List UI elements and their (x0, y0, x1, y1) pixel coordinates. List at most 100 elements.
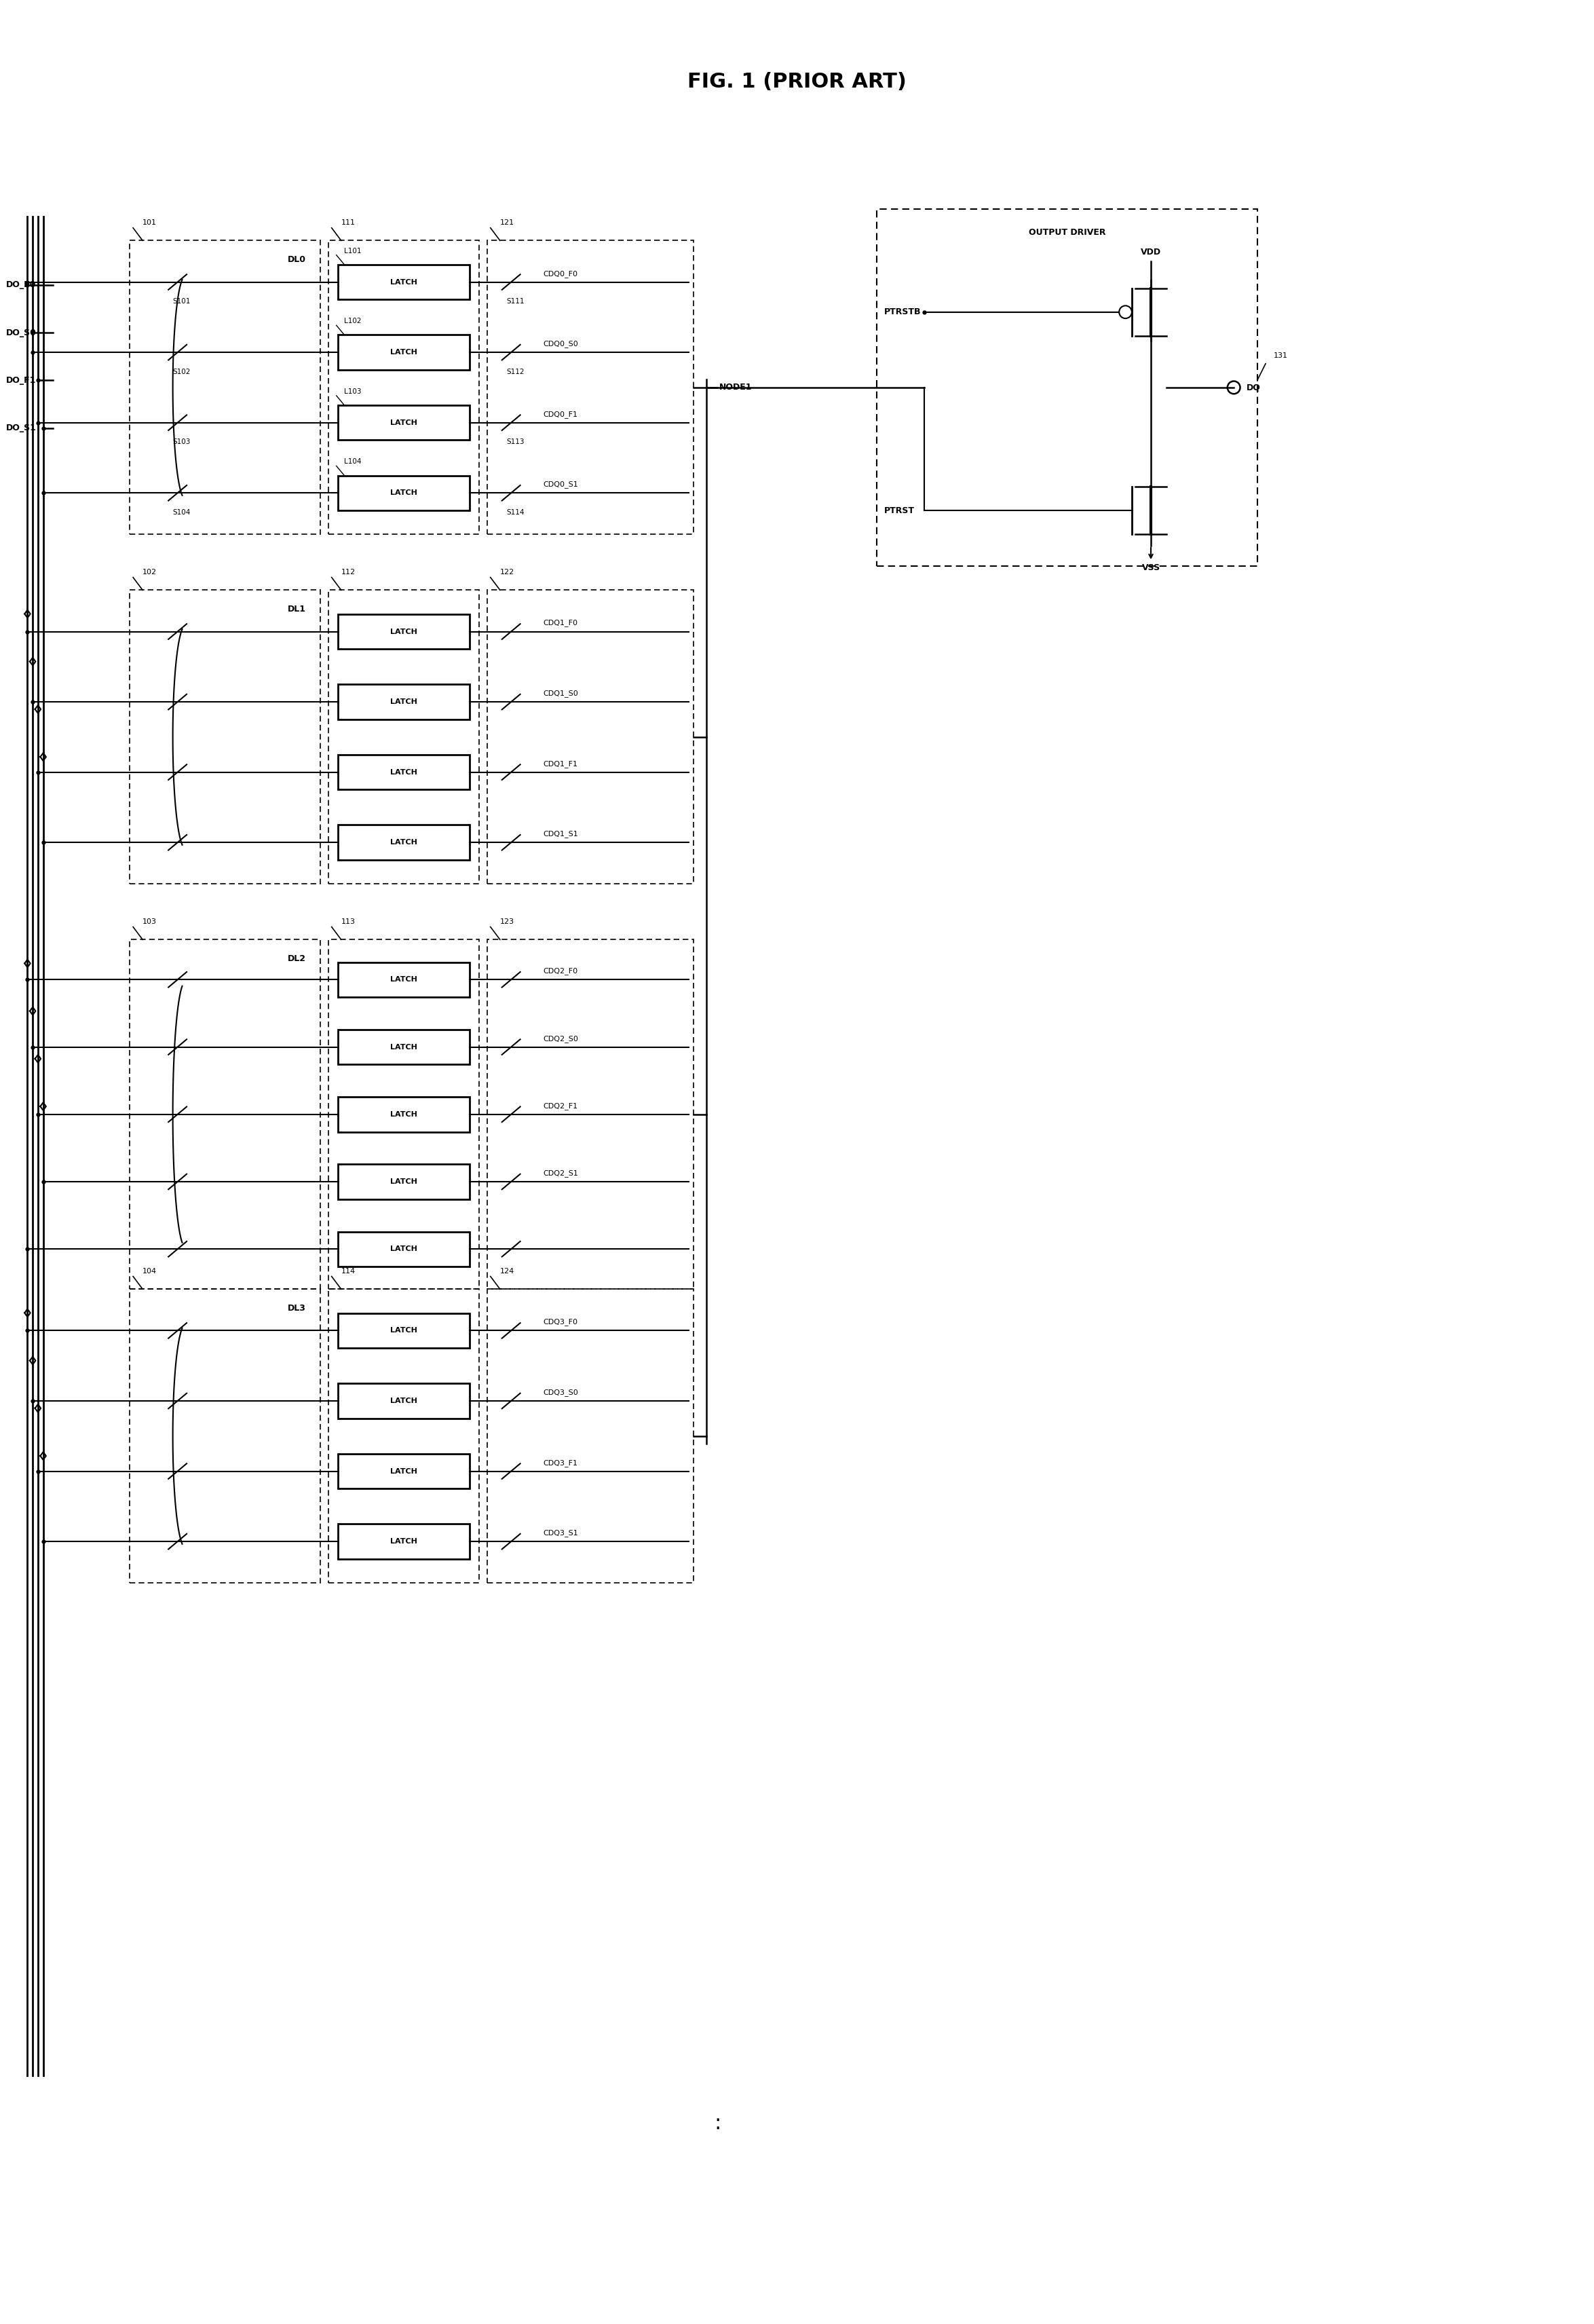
Text: 121: 121 (501, 218, 515, 225)
Text: LATCH: LATCH (391, 627, 418, 634)
Text: DQ: DQ (1247, 383, 1261, 393)
Text: CDQ0_F1: CDQ0_F1 (544, 411, 577, 418)
Bar (488, 939, 693, 1290)
Text: LATCH: LATCH (391, 1178, 418, 1185)
Text: FIG. 1 (PRIOR ART): FIG. 1 (PRIOR ART) (687, 72, 907, 91)
Text: CDQ1_F1: CDQ1_F1 (544, 760, 577, 767)
Bar (338, 1383, 470, 1418)
Text: LATCH: LATCH (391, 1043, 418, 1050)
Text: LATCH: LATCH (391, 1327, 418, 1334)
Text: 112: 112 (341, 569, 355, 576)
Bar (338, 1164, 470, 1199)
Bar (129, 590, 320, 883)
Text: S102: S102 (172, 367, 191, 374)
Bar (338, 755, 470, 790)
Text: LATCH: LATCH (391, 769, 418, 776)
Text: VSS: VSS (1141, 562, 1160, 572)
Bar (328, 590, 480, 883)
Text: VDD: VDD (1141, 249, 1160, 256)
Text: LATCH: LATCH (391, 1111, 418, 1118)
Text: LATCH: LATCH (391, 1469, 418, 1476)
Bar (338, 614, 470, 648)
Bar (338, 962, 470, 997)
Bar (328, 939, 480, 1290)
Bar (877, 209, 1258, 567)
Text: CDQ3_F1: CDQ3_F1 (544, 1459, 577, 1466)
Bar (338, 476, 470, 511)
Bar (488, 1290, 693, 1583)
Bar (338, 335, 470, 370)
Text: 101: 101 (142, 218, 156, 225)
Text: DL2: DL2 (287, 955, 306, 962)
Bar (328, 242, 480, 535)
Bar (338, 1455, 470, 1490)
Text: 124: 124 (501, 1269, 515, 1276)
Bar (338, 1097, 470, 1132)
Text: S104: S104 (172, 509, 191, 516)
Text: CDQ2_F1: CDQ2_F1 (544, 1102, 577, 1109)
Bar (338, 404, 470, 439)
Text: S103: S103 (172, 439, 191, 446)
Text: 104: 104 (142, 1269, 156, 1276)
Text: L102: L102 (344, 318, 362, 325)
Text: DL3: DL3 (287, 1304, 306, 1313)
Text: CDQ2_S0: CDQ2_S0 (544, 1034, 579, 1041)
Text: LATCH: LATCH (391, 839, 418, 846)
Text: DL1: DL1 (287, 604, 306, 614)
Text: CDQ3_F0: CDQ3_F0 (544, 1318, 577, 1325)
Text: CDQ3_S0: CDQ3_S0 (544, 1390, 579, 1397)
Text: CDQ2_S1: CDQ2_S1 (544, 1169, 579, 1176)
Text: CDQ1_S0: CDQ1_S0 (544, 690, 579, 697)
Text: LATCH: LATCH (391, 976, 418, 983)
Text: CDQ1_S1: CDQ1_S1 (544, 830, 579, 837)
Text: LATCH: LATCH (391, 1538, 418, 1545)
Text: S101: S101 (172, 297, 191, 304)
Bar (488, 242, 693, 535)
Text: LATCH: LATCH (391, 700, 418, 704)
Text: 111: 111 (341, 218, 355, 225)
Bar (338, 1030, 470, 1064)
Bar (338, 1232, 470, 1267)
Bar (338, 683, 470, 720)
Text: S111: S111 (507, 297, 524, 304)
Text: DL0: DL0 (287, 256, 306, 265)
Text: OUTPUT DRIVER: OUTPUT DRIVER (1028, 228, 1106, 237)
Bar (129, 242, 320, 535)
Text: L103: L103 (344, 388, 362, 395)
Text: L101: L101 (344, 246, 362, 253)
Text: CDQ0_S1: CDQ0_S1 (544, 481, 579, 488)
Text: LATCH: LATCH (391, 1397, 418, 1404)
Text: 103: 103 (142, 918, 156, 925)
Text: DO_F1: DO_F1 (6, 376, 37, 386)
Text: DO_S0: DO_S0 (6, 328, 37, 337)
Text: PTRSTB: PTRSTB (885, 307, 921, 316)
Text: DO_F0: DO_F0 (6, 281, 37, 290)
Text: LATCH: LATCH (391, 279, 418, 286)
Text: CDQ3_S1: CDQ3_S1 (544, 1529, 579, 1536)
Text: CDQ0_F0: CDQ0_F0 (544, 270, 577, 277)
Text: L104: L104 (344, 458, 362, 465)
Text: S114: S114 (507, 509, 524, 516)
Bar (488, 590, 693, 883)
Text: NODE1: NODE1 (719, 383, 752, 393)
Bar (338, 825, 470, 860)
Bar (338, 265, 470, 300)
Bar (338, 1313, 470, 1348)
Text: :: : (714, 2113, 720, 2133)
Bar (129, 1290, 320, 1583)
Text: DO_S1: DO_S1 (6, 423, 37, 432)
Bar (338, 1525, 470, 1559)
Text: LATCH: LATCH (391, 490, 418, 497)
Text: CDQ0_S0: CDQ0_S0 (544, 339, 579, 349)
Text: CDQ2_F0: CDQ2_F0 (544, 967, 577, 974)
Bar (328, 1290, 480, 1583)
Text: S112: S112 (507, 367, 524, 374)
Text: 102: 102 (142, 569, 156, 576)
Bar (129, 939, 320, 1290)
Text: S113: S113 (507, 439, 524, 446)
Text: LATCH: LATCH (391, 1246, 418, 1253)
Text: LATCH: LATCH (391, 349, 418, 356)
Text: PTRST: PTRST (885, 507, 915, 516)
Text: LATCH: LATCH (391, 418, 418, 425)
Text: CDQ1_F0: CDQ1_F0 (544, 621, 577, 627)
